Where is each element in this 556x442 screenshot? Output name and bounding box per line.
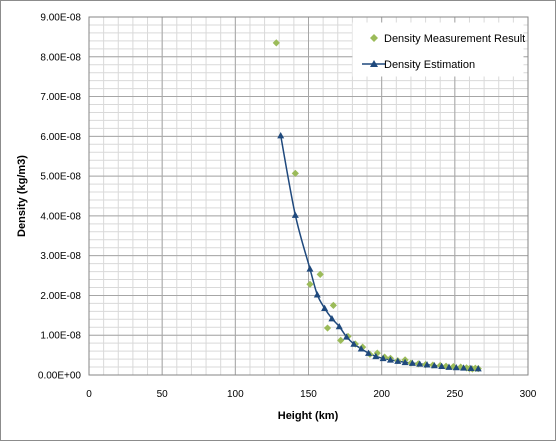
- axis-ticks: 0 50 100 150 200 250 300 0.00E+00 1.00E-08 2.00E-…: [38, 13, 537, 401]
- measurement-point: [337, 336, 345, 344]
- estimation-point: [467, 364, 475, 372]
- estimation-point: [408, 359, 416, 366]
- y-axis-title: Density (kg/m3): [16, 155, 28, 237]
- x-tick-label: 0: [86, 389, 92, 400]
- measurement-point: [329, 301, 337, 309]
- y-tick-label: 6.00E-08: [40, 132, 81, 143]
- legend: Density Measurement Result Density Estim…: [352, 22, 525, 77]
- estimation-point: [343, 333, 351, 340]
- x-tick-label: 50: [157, 389, 169, 400]
- measurement-point: [316, 270, 324, 278]
- estimation-point: [350, 340, 358, 347]
- estimation-point: [423, 361, 431, 368]
- y-tick-label: 8.00E-08: [40, 52, 81, 63]
- legend-marker-estimation: [370, 60, 378, 67]
- x-tick-label: 100: [227, 389, 244, 400]
- estimation-point: [474, 365, 482, 372]
- measurement-point: [272, 39, 280, 47]
- estimation-point: [386, 356, 394, 363]
- measurement-point: [291, 169, 299, 177]
- y-tick-label: 2.00E-08: [40, 291, 81, 302]
- estimation-point: [306, 265, 314, 272]
- y-tick-label: 9.00E-08: [40, 13, 81, 24]
- legend-label-measurement: Density Measurement Result: [384, 33, 525, 45]
- estimation-point: [379, 354, 387, 362]
- estimation-point: [335, 322, 343, 330]
- estimation-point: [416, 360, 424, 367]
- y-tick-label: 0.00E+00: [38, 371, 82, 382]
- measurement-point: [323, 324, 332, 332]
- x-tick-label: 200: [373, 389, 390, 400]
- estimation-point: [328, 315, 336, 322]
- estimation-point: [372, 352, 380, 360]
- measurement-point: [359, 343, 367, 351]
- measurement-point: [380, 353, 389, 361]
- estimation-point: [460, 364, 468, 371]
- estimation-point: [321, 304, 329, 311]
- x-tick-label: 150: [300, 389, 317, 400]
- y-tick-label: 1.00E-08: [40, 331, 81, 342]
- estimation-point: [452, 363, 460, 371]
- x-tick-label: 250: [446, 389, 463, 400]
- estimation-point: [438, 362, 446, 370]
- y-tick-label: 4.00E-08: [40, 211, 81, 222]
- measurement-point: [462, 364, 471, 372]
- legend-box: [352, 22, 524, 77]
- estimation-point: [430, 361, 438, 369]
- estimation-point: [401, 358, 409, 366]
- estimation-point: [357, 345, 365, 352]
- plot-border: [88, 16, 529, 376]
- legend-label-estimation: Density Estimation: [384, 59, 475, 71]
- estimation-point: [394, 357, 402, 364]
- estimation-point: [445, 363, 453, 370]
- measurement-point: [457, 363, 465, 371]
- x-axis-title: Height (km): [278, 410, 339, 422]
- y-tick-label: 3.00E-08: [40, 251, 81, 262]
- estimation-point: [313, 291, 321, 298]
- y-tick-label: 5.00E-08: [40, 172, 81, 183]
- data-series: [272, 39, 482, 373]
- estimation-point: [291, 211, 299, 218]
- measurement-point: [306, 280, 314, 288]
- legend-marker-measurement: [370, 34, 378, 42]
- y-tick-label: 7.00E-08: [40, 92, 81, 103]
- x-tick-label: 300: [520, 389, 537, 400]
- estimation-point: [277, 132, 285, 139]
- estimation-point: [364, 349, 372, 356]
